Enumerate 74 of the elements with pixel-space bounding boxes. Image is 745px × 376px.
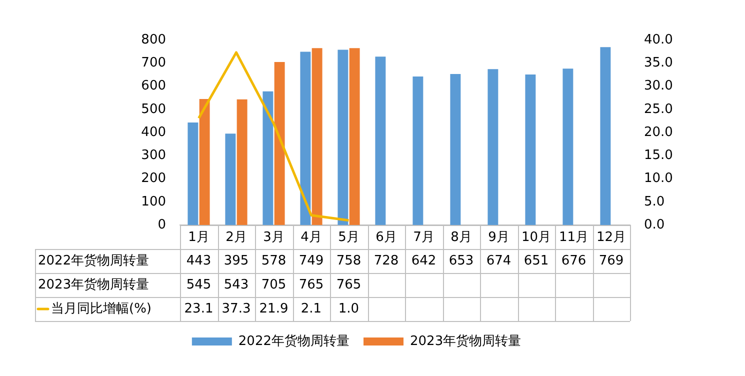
x-tick-label: 9月 xyxy=(488,230,510,246)
data-label: 23.1 xyxy=(184,301,214,316)
bar xyxy=(199,98,210,225)
y-tick-label: 800 xyxy=(141,32,166,48)
data-label: 758 xyxy=(336,253,362,268)
data-label: 674 xyxy=(486,253,512,268)
x-tick-label: 8月 xyxy=(450,230,472,246)
x-tick-label: 11月 xyxy=(558,230,589,246)
y-tick-label: 100 xyxy=(141,194,166,210)
data-label: 705 xyxy=(261,277,286,292)
text: 2023年货物周转量 xyxy=(38,277,150,292)
data-label: 395 xyxy=(224,253,249,268)
y2-tick-label: 25.0 xyxy=(644,102,673,117)
y2-tick-label: 5.0 xyxy=(644,194,665,210)
bar xyxy=(338,50,348,225)
x-tick-label: 10月 xyxy=(521,230,552,246)
y-tick-label: 400 xyxy=(141,124,166,140)
y-tick-label: 300 xyxy=(141,148,166,163)
y-tick-label: 0 xyxy=(158,217,166,232)
data-label: 543 xyxy=(224,277,249,292)
bar xyxy=(300,52,311,225)
y-tick-label: 700 xyxy=(141,56,166,70)
data-label: 642 xyxy=(411,253,436,268)
y2-tick-label: 30.0 xyxy=(644,78,673,94)
bar xyxy=(525,74,536,225)
bar xyxy=(562,68,574,225)
data-label: 545 xyxy=(186,277,212,292)
bar xyxy=(225,134,236,225)
x-tick-label: 3月 xyxy=(263,230,284,246)
bar xyxy=(312,48,322,225)
data-label: 578 xyxy=(261,253,286,268)
data-label: 653 xyxy=(448,253,474,268)
x-tick-label: 1月 xyxy=(188,230,210,246)
bar xyxy=(600,47,611,225)
x-tick-label: 6月 xyxy=(376,230,397,246)
data-label: 765 xyxy=(336,277,362,292)
y-tick-label: 200 xyxy=(141,171,166,186)
y2-tick-label: 0.0 xyxy=(644,217,665,232)
data-label: 749 xyxy=(298,253,324,268)
data-label: 676 xyxy=(561,253,586,268)
bar xyxy=(349,48,360,225)
x-tick-label: 12月 xyxy=(596,230,626,246)
y2-tick-label: 10.0 xyxy=(644,171,673,186)
data-label: 21.9 xyxy=(259,301,288,316)
bar xyxy=(412,76,424,225)
bar xyxy=(236,99,248,225)
data-label: 37.3 xyxy=(222,301,251,316)
data-label: 443 xyxy=(186,253,212,268)
legend-label: 2022年货物周转量 xyxy=(238,334,350,349)
data-label: 651 xyxy=(524,253,549,268)
y2-tick-label: 20.0 xyxy=(644,124,673,140)
y-tick-label: 600 xyxy=(141,78,166,94)
data-label: 1.0 xyxy=(338,301,360,316)
bar xyxy=(188,122,198,225)
x-tick-label: 7月 xyxy=(413,230,434,246)
legend-label: 2023年货物周转量 xyxy=(410,334,522,349)
y-tick-label: 500 xyxy=(141,102,166,117)
bar xyxy=(262,91,274,225)
x-tick-label: 2月 xyxy=(226,230,247,246)
bar xyxy=(450,74,461,225)
data-label: 769 xyxy=(598,253,624,268)
data-label: 728 xyxy=(374,253,399,268)
y2-tick-label: 40.0 xyxy=(644,32,673,48)
bar xyxy=(274,62,285,225)
bar xyxy=(375,56,386,225)
text: 2022年货物周转量 xyxy=(38,253,150,268)
data-label: 2.1 xyxy=(300,301,322,316)
y2-tick-label: 35.0 xyxy=(644,56,673,70)
x-tick-label: 5月 xyxy=(338,230,360,246)
legend-label: 当月同比增幅(%) xyxy=(51,301,152,316)
x-tick-label: 4月 xyxy=(300,230,322,246)
bar xyxy=(488,69,498,225)
y2-tick-label: 15.0 xyxy=(644,148,673,163)
data-label: 765 xyxy=(298,277,324,292)
